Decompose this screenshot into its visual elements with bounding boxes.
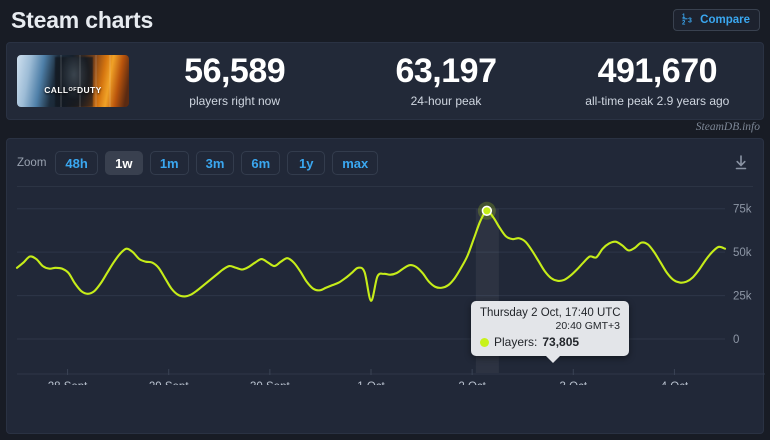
tooltip-series-row: Players: 73,805 — [480, 335, 620, 349]
tooltip-series-label: Players: — [494, 335, 538, 349]
x-axis-tick-label: 1 Oct — [357, 381, 385, 385]
stat-label: 24-hour peak — [410, 93, 482, 108]
zoom-range-1y[interactable]: 1y — [287, 151, 326, 175]
stat-24h-peak: 63,197 24-hour peak — [340, 52, 551, 108]
x-axis-tick-label: 29 Sept — [149, 381, 189, 385]
svg-text:2: 2 — [682, 21, 686, 25]
compare-button-label: Compare — [700, 14, 750, 26]
tooltip-arrow — [545, 355, 561, 363]
x-axis-tick-label: 2 Oct — [458, 381, 486, 385]
players-line — [15, 209, 727, 302]
zoom-range-max[interactable]: max — [332, 151, 379, 175]
tooltip-date: Thursday 2 Oct, 17:40 UTC — [480, 307, 621, 319]
x-axis-tick-label: 3 Oct — [560, 381, 588, 385]
chart-tooltip: Thursday 2 Oct, 17:40 UTC 20:40 GMT+3 Pl… — [471, 301, 629, 363]
toolbar-divider — [17, 186, 753, 187]
chart-panel: Zoom 48h 1w 1m 3m 6m 1y max 0 25k 50k 75k 28… — [6, 138, 765, 434]
stats-card: CALLOFDUTY 56,589 players right now 63,1… — [6, 42, 764, 120]
capsule-logo: CALLOFDUTY — [44, 85, 102, 95]
y-axis-tick-label: 50k — [733, 247, 752, 259]
zoom-range-48h[interactable]: 48h — [55, 151, 98, 175]
stat-value: 56,589 — [184, 52, 286, 91]
game-capsule-image[interactable]: CALLOFDUTY — [17, 55, 129, 107]
zoom-range-1m[interactable]: 1m — [149, 151, 189, 175]
series-color-dot — [480, 337, 489, 347]
download-icon[interactable] — [731, 153, 751, 173]
hovered-data-point-marker — [481, 205, 493, 216]
y-axis-tick-label: 25k — [733, 291, 752, 303]
tooltip-value: 73,805 — [542, 335, 580, 349]
svg-text:1: 1 — [682, 14, 686, 20]
stat-all-time-peak: 491,670 all-time peak 2.9 years ago — [552, 52, 763, 108]
zoom-label: Zoom — [17, 157, 47, 169]
zoom-range-selector: Zoom 48h 1w 1m 3m 6m 1y max — [17, 151, 379, 175]
stat-value: 63,197 — [395, 52, 497, 91]
svg-text:3: 3 — [688, 18, 692, 25]
top-bar: Steam charts 1 2 3 Compare — [0, 0, 770, 40]
stat-value: 491,670 — [597, 52, 718, 91]
steamdb-watermark: SteamDB.info — [695, 121, 760, 133]
stat-players-now: 56,589 players right now — [129, 52, 340, 108]
tooltip-local-time: 20:40 GMT+3 — [555, 320, 621, 332]
x-axis-tick-label: 28 Sept — [48, 381, 88, 385]
page-title: Steam charts — [11, 6, 154, 33]
chart-svg: 0 25k 50k 75k 28 Sept 29 Sept 30 Sept 1 Oct 2 Oc… — [15, 201, 765, 385]
stat-label: all-time peak 2.9 years ago — [585, 93, 730, 108]
zoom-range-6m[interactable]: 6m — [241, 151, 281, 175]
stat-label: players right now — [189, 93, 281, 108]
x-axis-tick-label: 4 Oct — [661, 381, 689, 385]
zoom-range-3m[interactable]: 3m — [195, 151, 235, 175]
y-axis-tick-label: 0 — [733, 334, 739, 346]
zoom-range-1w[interactable]: 1w — [104, 151, 143, 175]
x-axis-tick-label: 30 Sept — [250, 381, 290, 385]
compare-button[interactable]: 1 2 3 Compare — [673, 9, 760, 31]
capsule-soldier-art — [55, 57, 94, 107]
y-axis-tick-label: 75k — [733, 204, 752, 216]
players-line-chart[interactable]: 0 25k 50k 75k 28 Sept 29 Sept 30 Sept 1 Oct 2 Oc… — [7, 187, 765, 385]
fraction-one-third-icon: 1 2 3 — [682, 12, 694, 28]
